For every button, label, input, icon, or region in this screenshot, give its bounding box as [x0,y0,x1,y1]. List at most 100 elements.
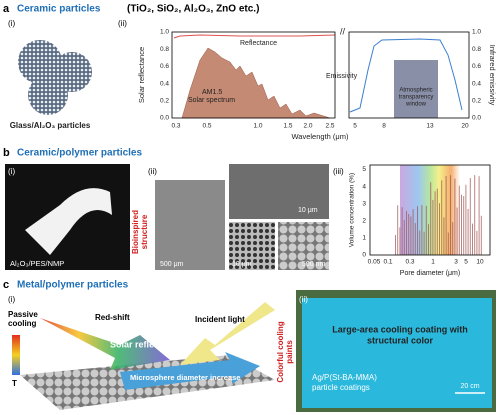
x-tick-label: 13 [426,123,434,130]
hist-bar [443,217,445,255]
hist-bar [430,182,432,255]
diagram-text: Microsphere diameter increase [130,373,240,382]
hist-bar [434,191,436,255]
x-tick-label: 3 [454,259,458,266]
x-tick-label: 0.1 [383,259,392,266]
film-photo [25,188,112,255]
hist-bar [395,235,396,255]
x-tick-label: 0.5 [202,123,211,130]
y2-tick-label: 0.4 [472,80,481,87]
photo-title: Large-area cooling coating with [332,324,468,334]
hist-bar [423,231,425,255]
y2-label: Infrared emissivity [488,45,497,106]
sub-label: (iii) [333,167,344,176]
hist-bar [450,175,451,255]
y-tick-label: 0.8 [160,46,169,53]
y2-tick-label: 0.6 [472,63,481,70]
y2-tick-label: 0.0 [472,115,481,122]
y-label: Volume concentration (%) [349,173,356,247]
scale-bar: 10 μm [298,207,318,214]
coating-photo [302,298,492,408]
scale-bar: 20 cm [460,383,479,390]
scale-bar: 500 nm [302,261,326,268]
sem-image [155,180,225,270]
hist-bar [458,185,460,255]
panel-title: Ceramic particles [17,4,101,15]
scale-bar: 500 μm [160,261,184,268]
caption: Al₂O₃/PES/NMP [10,259,64,268]
mechanism-diagram [12,302,275,410]
diagram-text: Red-shift [95,313,130,322]
hist-bar [401,207,403,255]
hist-bar [480,215,482,255]
panel-title: Metal/polymer particles [17,280,129,291]
x-tick-label: 20 [461,123,469,130]
annotation: AM1.5 [202,89,222,96]
x-tick-label: 10 [476,259,484,266]
x-tick-label: 1.0 [253,123,262,130]
sub-label: (ii) [148,167,157,176]
sem-image [229,164,329,219]
y-tick-label: 3 [362,200,366,207]
panel-label: a [3,3,10,15]
y-tick-label: 0.2 [160,98,169,105]
annotation: Reflectance [240,40,277,47]
hist-bar [463,196,465,255]
svg-text://: // [340,26,346,36]
diagram-text: T [12,379,17,388]
panel-label: c [3,279,9,291]
caption: particle coatings [312,383,370,392]
y-tick-label: 0.6 [160,63,169,70]
hist-bar [412,209,414,255]
side-label: Colorful cooling [276,321,285,382]
hist-bar [399,227,401,255]
x-tick-label: 5 [353,123,357,130]
hist-bar [447,232,449,255]
hist-bar [432,199,434,255]
x-tick-label: 8 [382,123,386,130]
caption: Ag/P(St-BA-MMA) [312,373,377,382]
sem-image [229,222,275,270]
hist-bar [421,205,423,255]
y-tick-label: 4 [362,183,366,190]
y-label: Solar reflectance [137,47,146,103]
x-tick-label: 5 [464,259,468,266]
annotation: Emissivity [326,73,358,80]
x-tick-label: 1.5 [283,123,292,130]
sub-label: (ii) [299,295,308,304]
hist-bar [406,211,407,255]
x-label: Wavelength (μm) [292,132,349,141]
x-tick-label: 0.3 [171,123,180,130]
annotation: Solar spectrum [188,97,235,104]
hist-bar [472,223,473,255]
x-tick-label: 2.0 [303,123,312,130]
hist-bar [425,205,427,255]
scale-bar: 10 μm [232,261,252,268]
hist-bar [436,188,438,255]
hist-bar [476,230,478,255]
panel-title: Ceramic/polymer particles [17,148,142,159]
hist-bar [474,175,476,255]
hist-bar [456,207,458,255]
particles-image [18,40,92,115]
side-label: Bioinspired [131,210,140,254]
hist-bar [439,203,440,255]
hist-bar [428,224,429,255]
side-label: structure [140,214,149,249]
hist-bar [469,178,471,255]
hist-bar [441,180,443,255]
hist-bar [467,208,469,255]
annotation: Atmospheric [399,88,432,94]
hist-bar [419,230,421,255]
diagram-text: cooling [8,319,37,328]
side-label: paints [285,340,294,364]
y-tick-label: 0.0 [160,115,169,122]
hist-bar [465,184,467,255]
x-label: Pore diameter (μm) [400,270,460,277]
y-tick-label: 5 [362,166,366,173]
hist-bar [445,175,447,255]
hist-bar [452,222,454,255]
histogram [395,175,482,255]
hist-bar [417,206,418,255]
